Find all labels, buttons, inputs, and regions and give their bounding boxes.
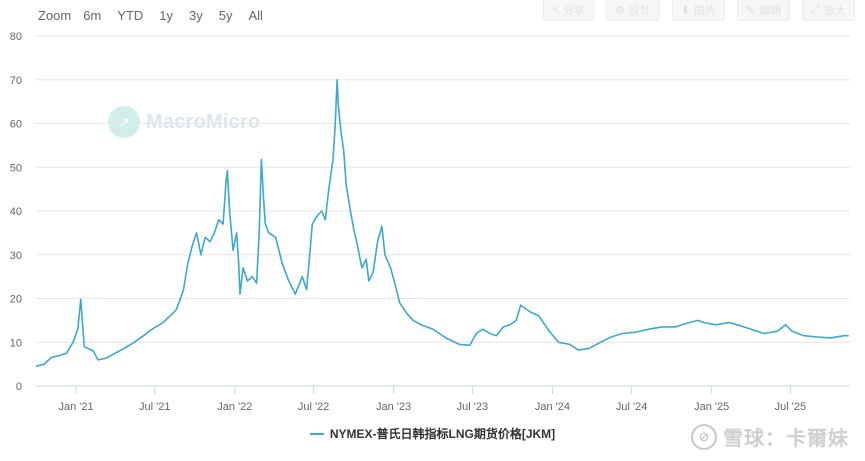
x-tick-label: Jul '24: [616, 401, 647, 413]
chart-grid: [36, 35, 850, 387]
y-tick-label: 0: [16, 381, 22, 393]
range-button-3y[interactable]: 3y: [189, 7, 203, 23]
expand-icon: ⤢: [811, 3, 820, 16]
x-tick-label: Jan '21: [58, 401, 93, 413]
y-tick-label: 80: [10, 31, 22, 43]
settings-icon: ⚙: [614, 4, 625, 17]
range-button-5y[interactable]: 5y: [218, 7, 233, 23]
x-tick-label: Jul '22: [298, 401, 329, 413]
x-tick-label: Jan '22: [217, 401, 252, 413]
y-tick-label: 10: [10, 337, 22, 349]
range-button-all[interactable]: All: [248, 7, 263, 23]
x-axis-ticks: Jan '21 Jul '21 Jan '22 Jul '22 Jan '23 Jul '…: [36, 385, 850, 413]
share-label: 分享: [562, 5, 585, 17]
legend-label: NYMEX-普氏日韩指标LNG期货价格[JKM]: [329, 427, 556, 441]
expand-button[interactable]: ⤢ 放大: [802, 0, 855, 21]
chart-legend[interactable]: NYMEX-普氏日韩指标LNG期货价格[JKM]: [0, 425, 865, 442]
range-selector: Zoom 6m YTD 1y 3y 5y All: [0, 0, 279, 30]
y-tick-label: 60: [10, 119, 22, 131]
x-tick-label: Jul '23: [457, 401, 488, 413]
x-tick-label: Jan '23: [376, 401, 411, 413]
y-tick-label: 20: [10, 294, 22, 306]
download-label: 圖片: [693, 5, 716, 17]
y-axis-ticks: 0 10 20 30 40 50 60 70 80: [10, 31, 22, 393]
y-tick-label: 30: [10, 250, 22, 262]
settings-label: 設計: [628, 5, 651, 17]
share-button[interactable]: < 分享: [543, 0, 594, 21]
pencil-icon: ✎: [745, 4, 756, 17]
legend-line-swatch: [309, 432, 324, 435]
y-tick-label: 50: [10, 162, 22, 174]
y-tick-label: 70: [10, 75, 22, 87]
x-tick-label: Jul '25: [775, 401, 806, 413]
expand-label: 放大: [824, 5, 846, 17]
download-icon: ⬇: [680, 4, 690, 17]
settings-button[interactable]: ⚙ 設計: [605, 0, 660, 21]
edit-button[interactable]: ✎ 編輯: [736, 0, 791, 21]
zoom-label: Zoom: [38, 7, 72, 23]
download-button[interactable]: ⬇ 圖片: [671, 0, 725, 21]
chart-series: [35, 79, 849, 368]
range-button-1y[interactable]: 1y: [159, 7, 174, 23]
range-button-6m[interactable]: 6m: [83, 7, 102, 23]
x-tick-label: Jul '21: [139, 401, 170, 413]
x-tick-label: Jan '24: [535, 401, 570, 413]
series-line-jkm: [35, 79, 849, 368]
share-icon: <: [552, 4, 559, 16]
chart-toolbar: < 分享 ⚙ 設計 ⬇ 圖片 ✎ 編輯 ⤢ 放大: [543, 0, 855, 21]
x-tick-label: Jan '25: [694, 401, 729, 413]
range-button-ytd[interactable]: YTD: [117, 7, 144, 23]
edit-label: 編輯: [759, 5, 782, 17]
y-tick-label: 40: [10, 206, 22, 218]
